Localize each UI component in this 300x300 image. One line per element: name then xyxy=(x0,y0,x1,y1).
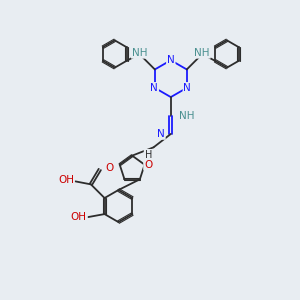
Text: N: N xyxy=(157,129,165,139)
Text: H: H xyxy=(145,150,152,160)
Text: NH: NH xyxy=(179,110,195,121)
Text: N: N xyxy=(167,55,175,64)
Text: OH: OH xyxy=(58,175,74,185)
Text: N: N xyxy=(184,83,191,93)
Text: OH: OH xyxy=(71,212,87,222)
Text: O: O xyxy=(144,160,152,170)
Text: NH: NH xyxy=(132,48,147,58)
Text: N: N xyxy=(150,83,158,93)
Text: O: O xyxy=(105,163,113,173)
Text: NH: NH xyxy=(194,48,210,58)
